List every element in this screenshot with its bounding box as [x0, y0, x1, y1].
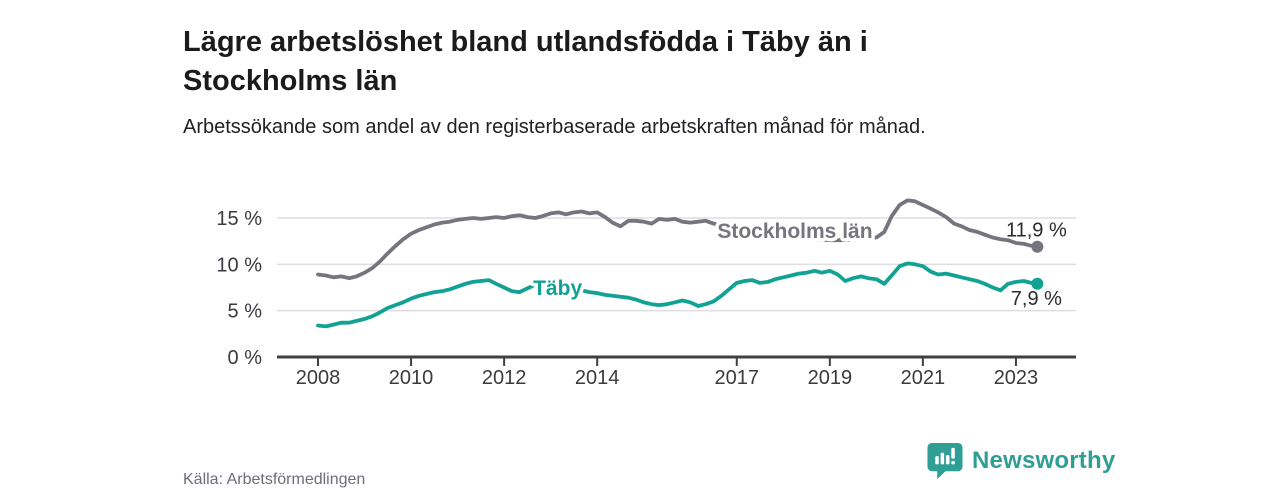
y-tick-label-10: 10 % — [216, 254, 262, 276]
y-tick-label-5: 5 % — [228, 301, 263, 323]
x-tick-label-2019: 2019 — [808, 367, 853, 389]
x-tick-label-2023: 2023 — [994, 367, 1039, 389]
page-title: Lägre arbetslöshet bland utlandsfödda i … — [183, 26, 868, 97]
series-end-value-t-by: 7,9 % — [1011, 288, 1062, 310]
brand-lockup: Newsworthy — [927, 442, 1115, 480]
page-subtitle: Arbetssökande som andel av den registerb… — [183, 116, 926, 138]
logo-bubble-shape — [927, 443, 963, 479]
series-end-dot-t-by — [1031, 277, 1044, 290]
series-label-stockholms-l-n: Stockholms län — [717, 220, 872, 243]
source-note: Källa: Arbetsförmedlingen — [183, 471, 366, 488]
x-tick-label-2008: 2008 — [296, 367, 341, 389]
y-tick-label-0: 0 % — [228, 347, 263, 369]
series-line-stockholms-l-n — [316, 198, 1040, 281]
y-tick-label-15: 15 % — [216, 208, 262, 230]
series-end-value-stockholms-l-n: 11,9 % — [1006, 220, 1067, 242]
newsworthy-logo-icon — [927, 443, 963, 479]
x-tick-label-2010: 2010 — [389, 367, 434, 389]
series-end-dot-stockholms-l-n — [1031, 240, 1044, 253]
brand-name: Newsworthy — [972, 447, 1116, 474]
x-tick-label-2012: 2012 — [482, 367, 527, 389]
logo-bars-glyph — [935, 447, 955, 465]
x-tick-label-2021: 2021 — [901, 367, 946, 389]
series-label-t-by: Täby — [533, 277, 582, 300]
x-tick-label-2014: 2014 — [575, 367, 620, 389]
x-tick-label-2017: 2017 — [715, 367, 760, 389]
series-line-t-by — [316, 261, 1040, 329]
